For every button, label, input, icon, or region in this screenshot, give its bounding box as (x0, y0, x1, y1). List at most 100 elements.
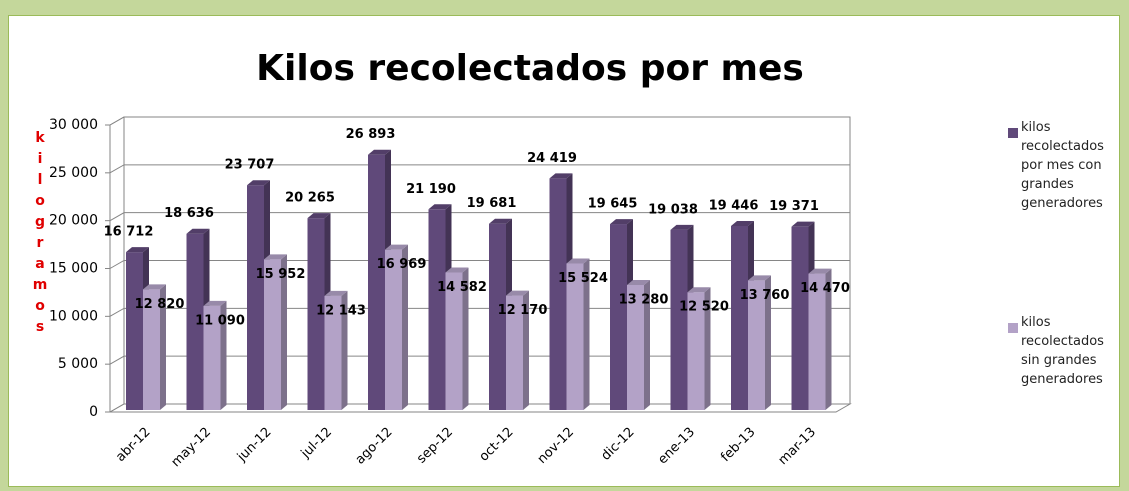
value-label: 26 893 (346, 127, 396, 142)
bar-face (627, 284, 644, 410)
bar-face (126, 247, 149, 253)
value-label: 16 969 (377, 257, 427, 272)
bar-face (385, 249, 402, 410)
bar-face (748, 275, 771, 281)
bar (687, 287, 711, 410)
bar (748, 275, 771, 410)
bar (324, 290, 348, 410)
x-tick-label: jun-12 (234, 425, 275, 466)
bar (808, 268, 832, 410)
bar-face (549, 178, 567, 410)
value-label: 15 952 (256, 267, 306, 282)
value-label: 23 707 (225, 158, 275, 173)
value-label: 12 520 (679, 300, 729, 315)
x-tick-label: ene-13 (655, 425, 698, 468)
grid-line (109, 355, 850, 365)
bar-face (307, 213, 331, 219)
value-label: 19 681 (467, 196, 517, 211)
value-label: 19 038 (648, 202, 698, 217)
value-label: 20 265 (285, 191, 335, 206)
bar-face (566, 258, 590, 264)
grid-line (109, 212, 850, 222)
y-tick-label: 20 000 (49, 213, 98, 229)
bar-face (687, 287, 711, 293)
bar-face (610, 224, 627, 410)
value-label: 16 712 (104, 225, 154, 240)
bar-face (687, 292, 705, 410)
value-label: 12 170 (498, 303, 548, 318)
legend-label: kilos recolectados sin grandes generador… (1021, 315, 1104, 387)
bar-face (445, 272, 463, 410)
value-label: 12 820 (135, 297, 185, 312)
bar-face (506, 290, 529, 296)
bar-face (341, 290, 348, 410)
x-tick-label: sep-12 (414, 425, 456, 467)
bar-face (670, 224, 694, 230)
value-label: 18 636 (164, 206, 214, 221)
bar-face (385, 244, 408, 250)
bar (445, 267, 469, 410)
bar-face (281, 254, 287, 410)
value-label: 14 582 (437, 280, 487, 295)
bar-face (186, 228, 210, 234)
bar-face (610, 219, 633, 225)
y-tick-label: 15 000 (49, 261, 98, 277)
bar-face (126, 252, 143, 410)
x-tick-label: ago-12 (353, 425, 396, 468)
y-tick-label: 0 (89, 404, 98, 420)
bar (506, 290, 529, 410)
bar-face (264, 259, 281, 410)
bar-face (808, 268, 832, 274)
bar-face (808, 273, 826, 410)
x-tick-label: may-12 (169, 425, 214, 470)
bar-face (670, 229, 688, 410)
bar-face (506, 295, 523, 410)
value-label: 11 090 (195, 313, 245, 328)
y-tick-label: 30 000 (49, 117, 98, 133)
value-label: 13 280 (619, 292, 669, 307)
bar-face (445, 267, 469, 273)
bar-face (644, 279, 650, 410)
bar-face (731, 225, 748, 410)
bar-face (247, 185, 264, 410)
bar-face (489, 223, 506, 410)
bar-face (489, 218, 512, 224)
bar-face (627, 279, 650, 285)
bar-face (825, 268, 832, 410)
bar (385, 244, 408, 410)
bar (566, 258, 590, 410)
value-label: 19 371 (769, 199, 819, 214)
x-tick-label: jul-12 (298, 425, 335, 462)
value-label: 21 190 (406, 182, 456, 197)
bar-face (402, 244, 408, 410)
x-tick-label: nov-12 (535, 425, 577, 467)
bar-face (731, 220, 754, 226)
bar-face (765, 275, 771, 410)
y-tick-label: 5 000 (58, 356, 98, 372)
legend-label: kilos recolectados por mes con grandes g… (1021, 120, 1104, 211)
bar-face (203, 305, 221, 410)
bar-face (583, 258, 590, 410)
bar-face (160, 284, 166, 410)
bar-face (704, 287, 711, 410)
x-tick-label: abr-12 (113, 425, 153, 465)
bar (203, 300, 227, 410)
bar (627, 279, 650, 410)
value-label: 13 760 (740, 288, 790, 303)
bar (264, 254, 287, 410)
bar (143, 284, 166, 410)
grid-line (109, 164, 850, 174)
bar-face (143, 284, 166, 290)
bar-face (324, 295, 342, 410)
x-tick-label: mar-13 (776, 425, 819, 468)
grid-line (109, 116, 850, 126)
bar-face (220, 300, 227, 410)
grid-line (109, 307, 850, 317)
grid-line (109, 260, 850, 269)
bar-face (368, 149, 391, 155)
value-label: 14 470 (800, 281, 850, 296)
x-tick-label: dic-12 (598, 425, 637, 464)
bar-face (523, 290, 529, 410)
y-tick-label: 10 000 (49, 308, 98, 324)
